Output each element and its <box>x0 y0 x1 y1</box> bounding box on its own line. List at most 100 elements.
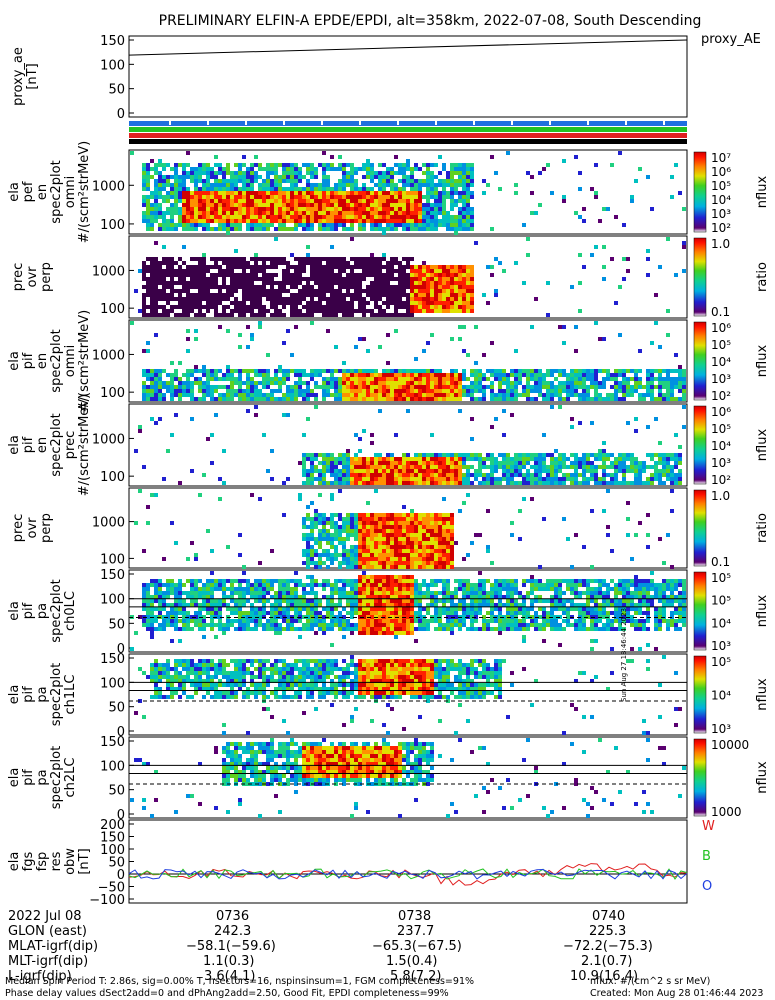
heat-cell <box>518 369 522 373</box>
heat-cell <box>262 313 266 317</box>
heat-cell <box>462 369 466 373</box>
heat-cell <box>674 163 678 167</box>
heat-cell <box>606 207 610 211</box>
colorbar-tick: 10⁷ <box>711 151 731 165</box>
heat-cell <box>486 369 490 373</box>
heat-cell <box>354 557 358 561</box>
heat-cell <box>474 453 478 457</box>
heat-cell <box>342 281 346 285</box>
heat-cell <box>190 281 194 285</box>
heat-cell <box>618 285 622 289</box>
heat-cell <box>354 433 358 437</box>
heat-cell <box>446 175 450 179</box>
heat-cell <box>518 509 522 513</box>
heat-cell <box>142 277 146 281</box>
heat-cell <box>430 565 434 569</box>
heat-cell <box>258 497 262 501</box>
heat-cell <box>206 167 210 171</box>
heat-cell <box>342 477 346 481</box>
heat-cell <box>514 461 518 465</box>
heat-cell <box>430 469 434 473</box>
heat-cell <box>162 261 166 265</box>
heat-cell <box>422 549 426 553</box>
heat-cell <box>414 357 418 361</box>
heat-cell <box>310 297 314 301</box>
heat-cell <box>338 453 342 457</box>
heat-cell <box>570 285 574 289</box>
heat-cell <box>434 293 438 297</box>
heat-cell <box>370 175 374 179</box>
heat-cell <box>142 381 146 385</box>
heat-cell <box>250 195 254 199</box>
heat-cell <box>602 441 606 445</box>
heat-cell <box>158 595 162 599</box>
heat-cell <box>470 541 474 545</box>
heat-cell <box>362 203 366 207</box>
heat-cell <box>206 191 210 195</box>
heat-cell <box>410 219 414 223</box>
heat-cell <box>226 385 230 389</box>
heat-cell <box>434 565 438 569</box>
heat-cell <box>374 301 378 305</box>
heat-cell <box>386 313 390 317</box>
heat-cell <box>422 397 426 401</box>
heat-cell <box>318 293 322 297</box>
heat-cell <box>678 373 682 377</box>
heat-cell <box>626 369 630 373</box>
heat-cell <box>538 465 542 469</box>
status-tick <box>245 121 247 125</box>
heat-cell <box>562 453 566 457</box>
heat-cell <box>362 389 366 393</box>
heat-cell <box>418 381 422 385</box>
heat-cell <box>542 469 546 473</box>
heat-cell <box>562 477 566 481</box>
heat-cell <box>426 377 430 381</box>
heat-cell <box>178 215 182 219</box>
heat-cell <box>190 265 194 269</box>
heat-cell <box>346 289 350 293</box>
heat-cell <box>450 269 454 273</box>
heat-cell <box>670 465 674 469</box>
heat-cell <box>438 179 442 183</box>
heat-cell <box>462 281 466 285</box>
heat-cell <box>574 465 578 469</box>
heat-cell <box>470 163 474 167</box>
heat-cell <box>378 473 382 477</box>
colorbar-tick: 10⁵ <box>711 179 731 193</box>
heat-cell <box>658 345 662 349</box>
heat-cell <box>418 211 422 215</box>
heat-cell <box>510 373 514 377</box>
heat-cell <box>158 377 162 381</box>
heat-cell <box>446 481 450 485</box>
heat-cell <box>442 187 446 191</box>
heat-cell <box>426 301 430 305</box>
heat-cell <box>222 179 226 183</box>
heat-cell <box>466 227 470 231</box>
heat-cell <box>338 541 342 545</box>
heat-cell <box>154 595 158 599</box>
figure-title: PRELIMINARY ELFIN-A EPDE/EPDI, alt=358km… <box>159 13 702 29</box>
heat-cell <box>490 341 494 345</box>
heat-cell <box>174 187 178 191</box>
heat-cell <box>270 207 274 211</box>
heat-cell <box>158 385 162 389</box>
heat-cell <box>250 377 254 381</box>
heat-cell <box>310 529 314 533</box>
heat-cell <box>406 175 410 179</box>
heat-cell <box>450 285 454 289</box>
heat-cell <box>314 281 318 285</box>
heat-cell <box>518 393 522 397</box>
heat-cell <box>358 525 362 529</box>
heat-cell <box>426 163 430 167</box>
heat-cell <box>418 297 422 301</box>
heat-cell <box>618 453 622 457</box>
heat-cell <box>330 269 334 273</box>
heat-cell <box>502 453 506 457</box>
heat-cell <box>334 183 338 187</box>
heat-cell <box>238 219 242 223</box>
heat-cell <box>322 465 326 469</box>
heat-cell <box>454 381 458 385</box>
heat-cell <box>470 219 474 223</box>
heat-cell <box>198 627 202 631</box>
